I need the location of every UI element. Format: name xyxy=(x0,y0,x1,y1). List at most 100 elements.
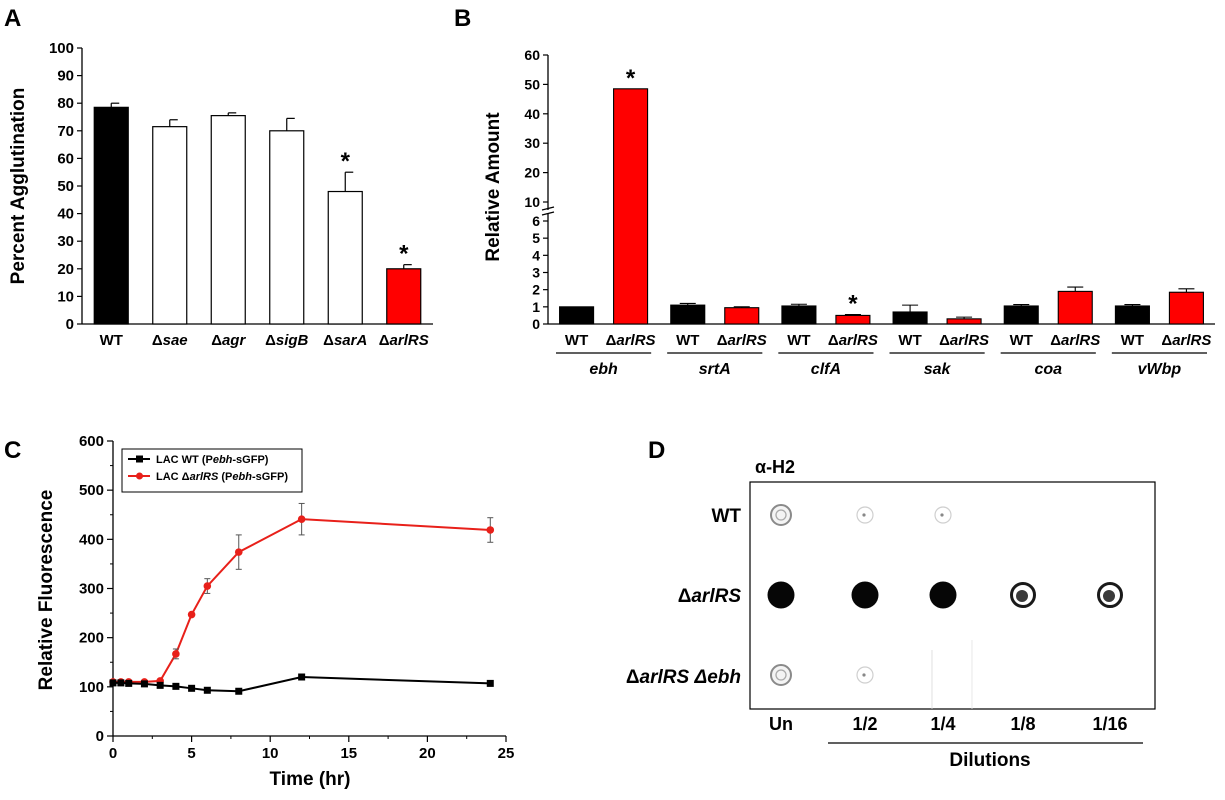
panel-c-x-tick-label: 20 xyxy=(419,745,436,762)
panel-b-bar xyxy=(946,318,982,325)
panel-c-y-axis-title: Relative Fluorescence xyxy=(36,490,57,691)
panel-c-x-tick-label: 0 xyxy=(109,745,117,762)
panel-b-bar xyxy=(670,304,706,325)
panel-b-y-tick-label: 60 xyxy=(524,47,540,63)
panel-a-y-tick-label: 70 xyxy=(57,123,74,140)
panel-a-bar xyxy=(210,115,246,325)
panel-c-data-point xyxy=(172,682,180,690)
panel-a-bar xyxy=(386,268,422,325)
panel-a-bar xyxy=(327,190,363,325)
panel-d-column-label: 1/4 xyxy=(930,714,955,734)
panel-c-data-point xyxy=(172,650,180,658)
panel-a-y-axis-title: Percent Agglutination xyxy=(8,88,29,285)
panel-b-y-tick-label: 10 xyxy=(524,194,540,210)
panel-a-category-label: ΔsigB xyxy=(265,332,308,349)
panel-a-y-tick-label: 60 xyxy=(57,150,74,167)
panel-c-data-point xyxy=(203,686,211,694)
panel-a-bar xyxy=(93,106,129,325)
panel-b-y-tick-label: 6 xyxy=(532,213,540,229)
blot-dot xyxy=(934,506,952,524)
panel-b-strain-label: WT xyxy=(676,332,699,349)
panel-d-antibody-label: α-H2 xyxy=(755,457,795,477)
panel-b-gene-label: ebh xyxy=(589,361,618,378)
panel-a-y-tick-label: 90 xyxy=(57,68,74,85)
panel-c-data-point xyxy=(298,673,306,681)
blot-dot xyxy=(856,506,874,524)
panel-c-legend-box xyxy=(121,448,303,493)
blot-dot xyxy=(862,673,866,677)
panel-c-data-point xyxy=(188,684,196,692)
panel-b-strain-label: ΔarlRS xyxy=(717,332,767,349)
dilutions-label: Dilutions xyxy=(949,750,1030,771)
panel-c-legend-label: LAC WT (Pebh-sGFP) xyxy=(156,454,269,466)
panel-d-row-label: WT xyxy=(711,506,741,527)
panel-b-bar xyxy=(781,305,817,325)
panel-c-data-point xyxy=(235,687,243,695)
panel-d-column-label: 1/8 xyxy=(1010,714,1035,734)
panel-c-legend-marker xyxy=(136,472,143,480)
panel-a-bar xyxy=(269,130,305,325)
panel-a-y-tick-label: 80 xyxy=(57,95,74,112)
panel-c-legend-marker xyxy=(136,455,143,463)
panel-b-y-tick-label: 20 xyxy=(524,165,540,181)
panel-a-category-label: WT xyxy=(100,332,123,349)
panel-a-significance-star: * xyxy=(399,241,409,268)
panel-c-data-point xyxy=(109,679,117,687)
blot-dot xyxy=(929,581,957,609)
panel-c-y-tick-label: 300 xyxy=(79,581,104,598)
panel-b-bar xyxy=(1003,305,1039,325)
panel-a-agglutination-chart: Percent Agglutination 0 10 20 30 40 50 60 70 80 9… xyxy=(8,40,433,349)
panel-a-y-tick-label: 50 xyxy=(57,178,74,195)
panel-b-gene-label: vWbp xyxy=(1138,361,1182,378)
panel-d-column-label: Un xyxy=(769,714,793,734)
panel-d-dot-blot: α-H2 Dilutions WT ΔarlRS ΔarlRS Δebh Un 1/2 1… xyxy=(626,457,1156,771)
panel-a-category-label: ΔsarA xyxy=(323,332,367,349)
panel-b-y-tick-label: 0 xyxy=(532,316,540,332)
panel-b-bar xyxy=(559,306,595,325)
panel-b-y-tick-label: 40 xyxy=(524,106,540,122)
panel-a-category-label: ΔarlRS xyxy=(379,332,429,349)
panel-a-y-tick-label: 30 xyxy=(57,233,74,250)
panel-c-data-point xyxy=(234,548,243,556)
panel-c-x-tick-label: 25 xyxy=(498,745,515,762)
panel-c-data-point xyxy=(156,681,164,689)
panel-a-category-label: Δagr xyxy=(211,332,246,349)
panel-b-gene-label: sak xyxy=(924,361,952,378)
panel-a-y-tick-label: 20 xyxy=(57,261,74,278)
panel-b-bar xyxy=(1114,305,1150,325)
panel-c-x-axis-title: Time (hr) xyxy=(270,769,351,790)
panel-a-y-tick-label: 10 xyxy=(57,288,74,305)
panel-b-y-tick-label: 1 xyxy=(532,299,540,315)
panel-c-y-tick-label: 600 xyxy=(79,433,104,450)
panel-c-data-point xyxy=(297,515,306,523)
panel-c-data-point xyxy=(117,679,125,687)
panel-c-series-line xyxy=(113,518,491,683)
panel-b-strain-label: WT xyxy=(898,332,921,349)
panel-c-x-tick-label: 15 xyxy=(340,745,357,762)
panel-c-data-point xyxy=(125,679,133,687)
panel-c-y-tick-label: 100 xyxy=(79,679,104,696)
panel-c-y-tick-label: 0 xyxy=(96,728,104,745)
panel-c-y-tick-label: 400 xyxy=(79,531,104,548)
panel-b-y-tick-label: 4 xyxy=(532,247,540,263)
panel-d-row-label: ΔarlRS xyxy=(678,586,742,607)
panel-b-axis-break xyxy=(541,206,555,211)
panel-b-gene-label: clfA xyxy=(811,361,841,378)
panel-c-data-point xyxy=(203,582,212,590)
panel-d-column-label: 1/2 xyxy=(852,714,877,734)
blot-dot xyxy=(851,581,879,609)
blot-dot xyxy=(767,581,795,609)
blot-dot xyxy=(862,513,866,517)
panel-b-significance-star: * xyxy=(626,65,636,92)
panel-b-strain-label: ΔarlRS xyxy=(939,332,989,349)
panel-b-strain-label: ΔarlRS xyxy=(828,332,878,349)
panel-b-strain-label: WT xyxy=(787,332,810,349)
panel-c-x-tick-label: 5 xyxy=(187,745,195,762)
panel-c-y-tick-label: 500 xyxy=(79,482,104,499)
panel-b-gene-label: srtA xyxy=(699,361,731,378)
panel-b-strain-label: WT xyxy=(1010,332,1033,349)
panel-b-y-tick-label: 30 xyxy=(524,135,540,151)
panel-c-data-point xyxy=(187,610,196,619)
panel-b-y-axis-title: Relative Amount xyxy=(483,112,504,262)
